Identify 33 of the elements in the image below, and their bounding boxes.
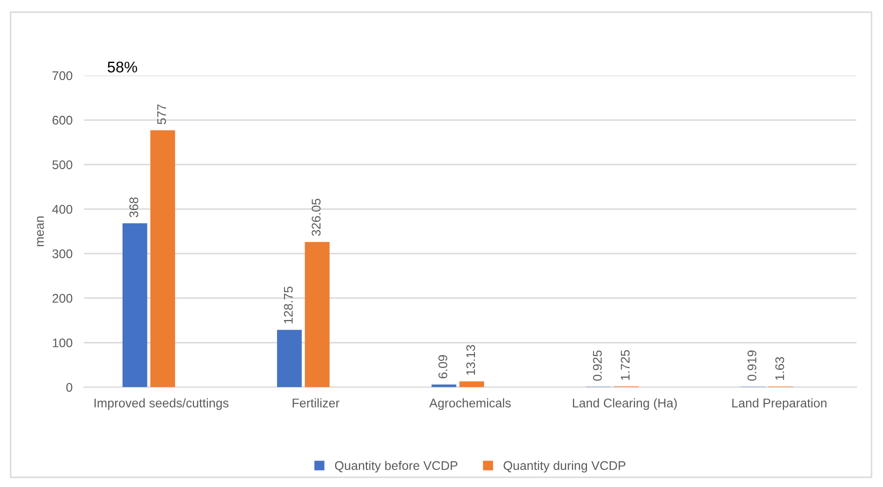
x-tick-label: Land Clearing (Ha) xyxy=(572,398,677,410)
data-label: 6.09 xyxy=(438,355,448,378)
y-tick-label: 600 xyxy=(52,116,72,125)
data-label: 13.13 xyxy=(466,345,476,375)
legend-label: Quantity during VCDP xyxy=(504,460,626,472)
y-tick-label: 300 xyxy=(52,249,72,258)
legend-label: Quantity before VCDP xyxy=(334,460,458,472)
y-tick-label: 200 xyxy=(52,294,72,303)
y-axis-title: mean xyxy=(37,216,44,246)
data-label: 1.63 xyxy=(775,357,784,380)
data-label: 368 xyxy=(129,197,138,218)
bar xyxy=(122,223,148,388)
bar xyxy=(150,130,176,388)
data-label: 0.919 xyxy=(747,350,756,381)
x-tick-label: Land Preparation xyxy=(732,398,826,410)
bar xyxy=(432,384,456,388)
text: 58% xyxy=(108,62,138,72)
y-tick-label: 500 xyxy=(52,160,72,170)
data-label: 128.75 xyxy=(284,286,293,324)
data-label: 1.725 xyxy=(620,350,630,380)
y-tick-label: 700 xyxy=(52,71,72,80)
y-tick-label: 0 xyxy=(66,382,72,392)
data-label: 0.925 xyxy=(592,350,602,381)
x-tick-label: Agrochemicals xyxy=(429,398,511,410)
bar xyxy=(459,381,484,388)
x-tick-label: Improved seeds/cuttings xyxy=(94,398,228,410)
bar xyxy=(277,330,302,388)
y-tick-label: 400 xyxy=(52,204,72,214)
data-label: 326.05 xyxy=(312,198,321,236)
x-tick-label: Fertilizer xyxy=(292,398,340,408)
y-tick-label: 100 xyxy=(52,338,72,348)
data-label: 577 xyxy=(157,104,166,124)
bar xyxy=(304,242,330,388)
